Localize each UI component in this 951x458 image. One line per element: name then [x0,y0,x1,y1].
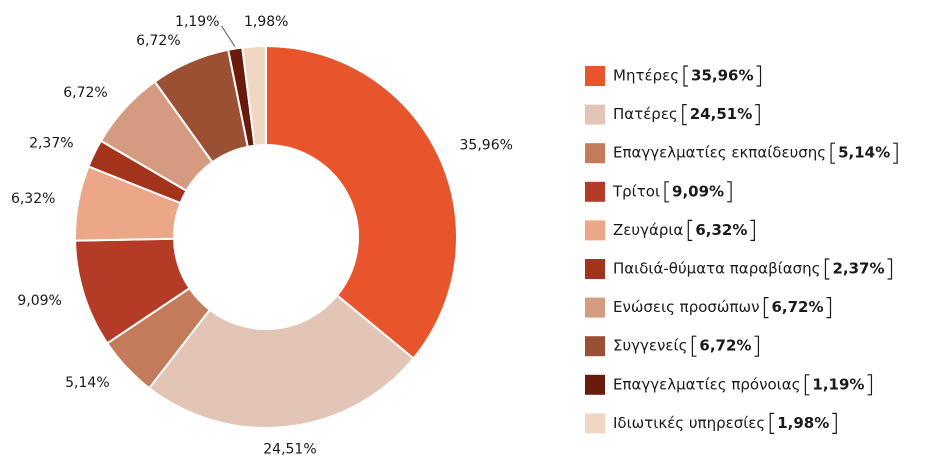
legend-label: Πατέρες [613,105,678,123]
legend-label: Τρίτοι [612,182,660,200]
legend-label: Επαγγελματίες πρόνοιας [613,375,800,393]
bracket [830,142,836,164]
slice-label: 6,72% [63,85,107,101]
bracket [826,297,832,319]
slice [265,44,458,360]
legend-label: Επαγγελματίες εκπαίδευσης [613,144,826,162]
slice-label: 24,51% [263,442,316,458]
bracket [755,104,760,126]
bracket [756,65,762,87]
bracket [887,258,893,280]
legend-swatch [585,413,605,434]
legend-label: Παιδιά-θύματα παραβίασης [613,260,820,278]
legend-label: Μητέρες [613,67,679,85]
slice-label: 2,37% [29,135,73,151]
legend-swatch [585,297,605,318]
slice-label: 35,96% [460,138,513,154]
bracket [683,65,689,87]
legend-value: 1,98% [777,414,829,432]
slice-label: 6,32% [11,191,55,207]
legend-value: 6,72% [771,298,823,316]
legend-label: Ζευγάρια [613,221,683,239]
slice-label: 1,19% [175,14,219,30]
legend-label: Ενώσεις προσώπων [613,298,759,316]
slice-label: 1,98% [244,14,288,30]
slice [241,44,267,147]
bracket [824,258,830,280]
legend-swatch [585,104,605,125]
bracket [832,412,837,434]
legend-value: 9,09% [672,182,724,200]
legend-swatch [585,143,605,164]
legend-value: 5,14% [838,144,890,162]
legend-value: 24,51% [690,105,752,123]
bracket [682,104,687,126]
legend-swatch [585,220,605,241]
bracket [727,181,732,203]
bracket [893,142,898,164]
legend-value: 2,37% [832,260,884,278]
slice-label: 9,09% [17,293,61,309]
legend-value: 35,96% [691,67,753,85]
legend-swatch [585,336,605,357]
legend-value: 6,72% [699,337,751,355]
bracket [687,219,693,241]
legend-swatch [585,374,605,395]
legend-swatch [585,259,605,279]
bracket [867,374,873,396]
legend-swatch [585,181,605,202]
bracket [750,219,755,241]
legend-value: 6,32% [695,221,747,239]
legend-swatch [585,66,605,86]
bracket [691,335,697,357]
leader-line [221,25,236,47]
slice-label: 6,72% [136,33,180,49]
bracket [763,297,769,319]
legend-label: Συγγενείς [613,337,687,355]
bracket [754,335,760,357]
slice [147,294,415,429]
slice-label: 5,14% [65,375,109,391]
bracket [769,412,775,434]
legend-label: Ιδιωτικές υπηρεσίες [613,414,765,432]
bracket [664,181,670,203]
legend-value: 1,19% [812,375,864,393]
bracket [804,374,810,396]
